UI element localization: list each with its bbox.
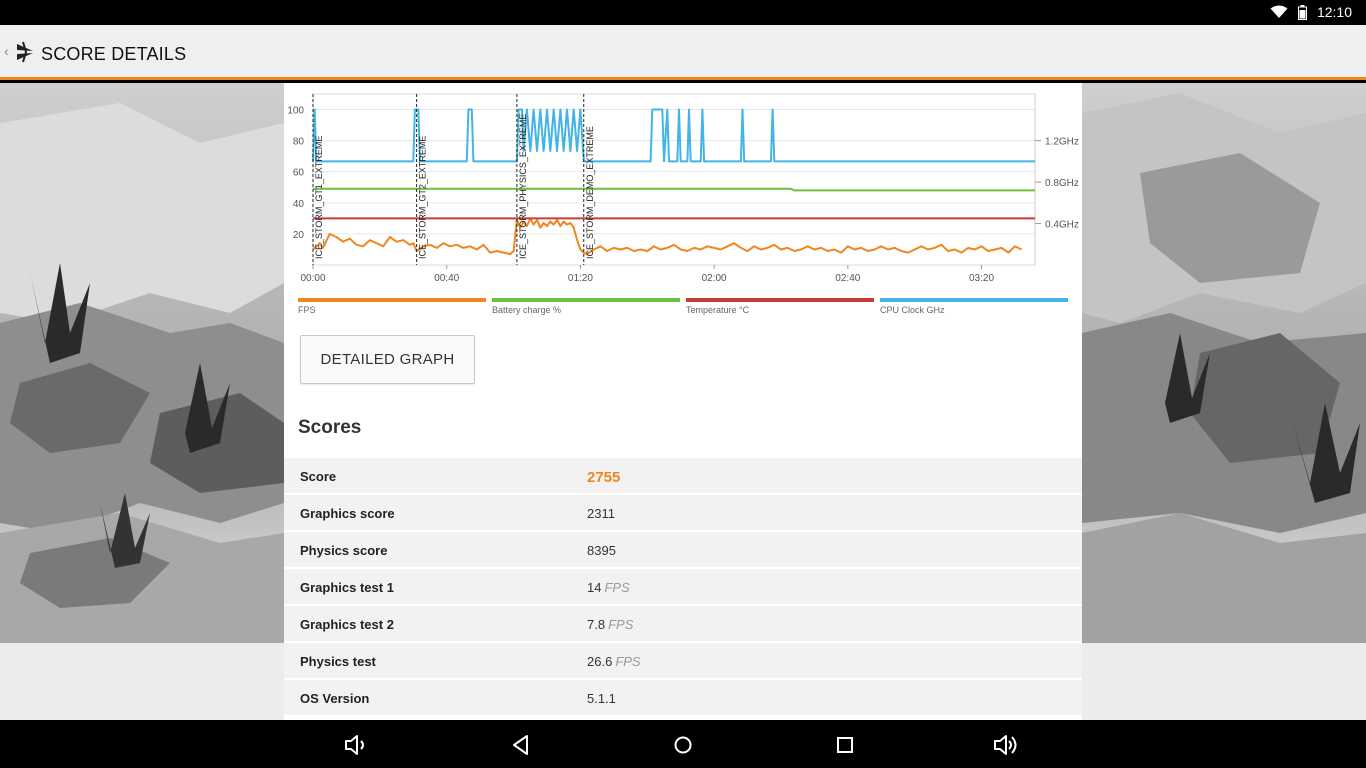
right-tick-label: 0.8GHz bbox=[1045, 178, 1079, 189]
score-key: Score bbox=[300, 469, 337, 484]
page-title: SCORE DETAILS bbox=[41, 44, 187, 64]
wifi-icon bbox=[1270, 5, 1288, 18]
score-value-text: 26.6 bbox=[587, 654, 613, 669]
score-key: Graphics test 2 bbox=[300, 617, 394, 632]
left-tick-label: 80 bbox=[293, 137, 305, 148]
status-bar: 12:10 bbox=[0, 0, 1366, 25]
legend-label: Battery charge % bbox=[492, 305, 562, 315]
score-value-text: 8395 bbox=[587, 543, 616, 558]
legend-item: FPS bbox=[298, 298, 486, 315]
table-row: Physics test 26.6 FPS bbox=[284, 643, 1082, 680]
detailed-graph-button[interactable]: DETAILED GRAPH bbox=[300, 335, 475, 384]
table-row: OS Version 5.1.1 bbox=[284, 680, 1082, 717]
status-time: 12:10 bbox=[1316, 4, 1352, 20]
left-tick-label: 20 bbox=[293, 230, 305, 241]
score-value-text: 2755 bbox=[587, 469, 621, 486]
series-line bbox=[312, 217, 1023, 256]
score-value: 2755 bbox=[587, 469, 620, 486]
nav-bar bbox=[0, 720, 1366, 768]
score-value: 26.6 FPS bbox=[587, 654, 641, 669]
scores-heading: Scores bbox=[298, 417, 362, 438]
app-bar: ‹ SCORE DETAILS bbox=[0, 25, 1366, 80]
series-line bbox=[312, 108, 1035, 163]
right-tick-label: 1.2GHz bbox=[1045, 137, 1079, 148]
score-value-text: 7.8 bbox=[587, 617, 606, 632]
chart-svg: 100 80 60 40 20 1.2GHz 0.8GHz 0.4GHz 00:00 00:40 0… bbox=[287, 93, 1079, 284]
right-tick-label: 0.4GHz bbox=[1045, 220, 1079, 231]
table-row: Physics score 8395 bbox=[284, 532, 1082, 569]
3dmark-logo-icon[interactable] bbox=[14, 41, 36, 63]
test-marker-label: ICE_STORM_PHYSICS_EXTREME bbox=[518, 114, 528, 259]
score-key: Graphics test 1 bbox=[300, 580, 394, 595]
score-value-text: 5.1.1 bbox=[587, 691, 616, 706]
score-key: OS Version bbox=[300, 691, 370, 706]
legend-swatch bbox=[686, 298, 874, 302]
x-tick-label: 00:00 bbox=[300, 273, 325, 284]
back-icon[interactable] bbox=[508, 732, 534, 758]
score-value-text: 2311 bbox=[587, 506, 615, 521]
score-key: Graphics score bbox=[300, 506, 395, 521]
legend-label: FPS bbox=[298, 305, 316, 315]
table-row: Graphics score 2311 bbox=[284, 495, 1082, 532]
score-value: 7.8 FPS bbox=[587, 617, 633, 632]
x-tick-label: 02:00 bbox=[702, 273, 727, 284]
legend-label: CPU Clock GHz bbox=[880, 305, 945, 315]
x-tick-label: 00:40 bbox=[434, 273, 459, 284]
series-line bbox=[313, 187, 1035, 192]
recents-icon[interactable] bbox=[832, 732, 858, 758]
score-unit: FPS bbox=[608, 617, 634, 632]
score-value: 8395 bbox=[587, 543, 616, 558]
legend-swatch bbox=[880, 298, 1068, 302]
score-value: 5.1.1 bbox=[587, 691, 616, 706]
legend-swatch bbox=[298, 298, 486, 302]
volume-up-icon[interactable] bbox=[993, 732, 1019, 758]
score-value: 2311 bbox=[587, 506, 615, 521]
legend-item: Temperature °C bbox=[686, 298, 874, 315]
content-panel[interactable]: 100 80 60 40 20 1.2GHz 0.8GHz 0.4GHz 00:00 00:40 0… bbox=[284, 83, 1082, 720]
left-tick-label: 60 bbox=[293, 168, 305, 179]
table-row: Score 2755 bbox=[284, 458, 1082, 495]
chevron-left-icon[interactable]: ‹ bbox=[4, 43, 9, 59]
legend-swatch bbox=[492, 298, 680, 302]
x-tick-label: 03:20 bbox=[969, 273, 994, 284]
battery-icon bbox=[1297, 4, 1307, 20]
score-unit: FPS bbox=[615, 654, 641, 669]
score-key: Physics score bbox=[300, 543, 388, 558]
home-icon[interactable] bbox=[670, 732, 696, 758]
legend-item: Battery charge % bbox=[492, 298, 680, 315]
score-unit: FPS bbox=[604, 580, 630, 595]
score-value-text: 14 bbox=[587, 580, 602, 595]
score-key: Physics test bbox=[300, 654, 376, 669]
x-tick-label: 01:20 bbox=[568, 273, 593, 284]
test-marker-label: ICE_STORM_GT2_EXTREME bbox=[418, 136, 428, 259]
left-tick-label: 40 bbox=[293, 199, 305, 210]
left-tick-label: 100 bbox=[287, 106, 304, 117]
test-marker-label: ICE_STORM_DEMO_EXTREME bbox=[585, 126, 595, 259]
table-row: Graphics test 1 14 FPS bbox=[284, 569, 1082, 606]
legend-label: Temperature °C bbox=[686, 305, 750, 315]
x-tick-label: 02:40 bbox=[835, 273, 860, 284]
score-value: 14 FPS bbox=[587, 580, 630, 595]
performance-chart: 100 80 60 40 20 1.2GHz 0.8GHz 0.4GHz 00:00 00:40 0… bbox=[284, 89, 1082, 319]
score-table: Score 2755 Graphics score 2311 Physics score… bbox=[284, 458, 1082, 717]
table-row: Graphics test 2 7.8 FPS bbox=[284, 606, 1082, 643]
volume-down-icon[interactable] bbox=[343, 732, 369, 758]
chart-legend: FPS Battery charge % Temperature °C CPU Clo… bbox=[298, 298, 1068, 315]
test-marker-label: ICE_STORM_GT1_EXTREME bbox=[314, 136, 324, 259]
legend-item: CPU Clock GHz bbox=[880, 298, 1068, 315]
